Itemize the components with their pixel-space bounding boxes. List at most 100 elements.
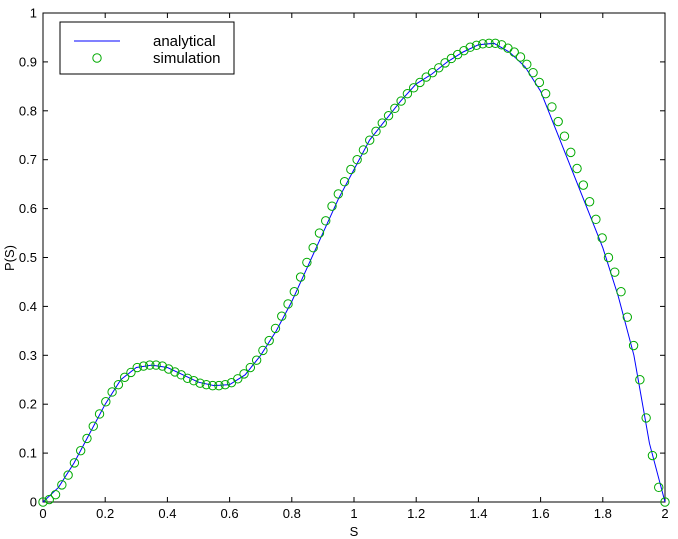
x-tick-label: 1.8	[594, 506, 612, 521]
simulation-point	[170, 367, 180, 377]
simulation-point	[408, 83, 419, 93]
simulation-point	[553, 116, 563, 127]
simulation-point	[396, 96, 406, 106]
simulation-point	[63, 470, 73, 480]
y-tick-label: 0.2	[19, 397, 37, 412]
simulation-point	[321, 216, 331, 226]
simulation-point	[534, 77, 545, 88]
simulation-point	[44, 494, 54, 505]
simulation-point	[308, 243, 318, 253]
simulation-point	[660, 497, 670, 507]
simulation-point	[189, 376, 199, 386]
simulation-point	[264, 335, 274, 346]
x-axis-label: S	[350, 524, 359, 539]
simulation-point	[528, 67, 538, 78]
x-tick-label: 1.2	[407, 506, 425, 521]
simulation-point	[365, 135, 375, 145]
simulation-point	[635, 375, 645, 385]
simulation-point	[547, 102, 557, 112]
simulation-point	[402, 88, 413, 99]
simulation-point	[220, 379, 230, 390]
simulation-point	[94, 409, 105, 419]
simulation-point	[126, 367, 136, 378]
simulation-point	[157, 361, 168, 371]
simulation-point	[245, 362, 256, 373]
simulation-point	[119, 372, 130, 383]
simulation-point	[107, 387, 117, 397]
y-tick-label: 0.1	[19, 446, 37, 461]
x-tick-label: 1.6	[532, 506, 550, 521]
simulation-point	[214, 380, 224, 391]
y-tick-label: 0.3	[19, 348, 37, 363]
simulation-point	[283, 299, 293, 309]
simulation-point	[151, 360, 161, 370]
simulation-point	[145, 360, 155, 370]
simulation-point	[610, 267, 620, 277]
simulation-point	[559, 131, 570, 141]
legend-analytical-label: analytical	[153, 33, 216, 50]
x-tick-label: 2	[661, 506, 668, 521]
simulation-point	[182, 373, 193, 383]
simulation-point	[82, 433, 92, 444]
simulation-point	[641, 413, 651, 423]
simulation-point	[163, 364, 174, 374]
y-tick-label: 0	[30, 495, 37, 510]
simulation-point	[101, 397, 111, 407]
simulation-point	[302, 257, 312, 268]
simulation-point	[647, 450, 658, 461]
simulation-point	[201, 379, 212, 390]
simulation-point	[522, 59, 532, 70]
simulation-point	[515, 52, 526, 62]
simulation-point	[383, 110, 394, 121]
legend-simulation-label: simulation	[153, 50, 221, 67]
x-tick-label: 0.2	[96, 506, 114, 521]
simulation-point	[75, 445, 86, 456]
simulation-point	[440, 58, 450, 68]
simulation-point	[478, 39, 488, 49]
y-axis-label: P(S)	[2, 245, 17, 271]
simulation-point	[471, 40, 482, 50]
simulation-point	[597, 233, 607, 243]
simulation-point	[132, 362, 142, 373]
x-tick-label: 0.8	[283, 506, 301, 521]
simulation-point	[377, 118, 387, 128]
simulation-point	[628, 340, 639, 351]
simulation-point	[195, 378, 205, 388]
simulation-point	[490, 38, 501, 49]
x-tick-label: 0.6	[221, 506, 239, 521]
series-layer	[38, 38, 670, 507]
x-tick-label: 0	[39, 506, 46, 521]
simulation-point	[314, 228, 325, 238]
legend: analytical simulation	[59, 21, 235, 75]
simulation-point	[434, 63, 444, 73]
simulation-point	[352, 155, 362, 165]
y-tick-label: 0.7	[19, 152, 37, 167]
simulation-point	[616, 287, 626, 297]
simulation-point	[339, 177, 350, 187]
x-tick-label: 1.4	[469, 506, 487, 521]
simulation-point	[258, 345, 268, 356]
simulation-point	[540, 88, 551, 99]
simulation-point	[333, 189, 343, 199]
y-tick-label: 1	[30, 6, 37, 21]
simulation-point	[603, 252, 614, 263]
simulation-point	[239, 369, 249, 379]
simulation-point	[207, 380, 218, 391]
legend-box	[59, 21, 235, 75]
simulation-point	[57, 480, 67, 490]
y-tick-label: 0.4	[19, 299, 37, 314]
x-tick-label: 1	[350, 506, 357, 521]
simulation-point	[251, 355, 262, 365]
simulation-point	[38, 497, 48, 507]
simulation-point	[390, 103, 400, 114]
x-tick-label: 0.4	[158, 506, 176, 521]
simulation-point	[566, 147, 576, 158]
simulation-point	[88, 421, 98, 431]
simulation-point	[277, 311, 287, 321]
simulation-point	[233, 374, 243, 384]
simulation-point	[427, 67, 438, 78]
simulation-point	[327, 201, 337, 211]
y-tick-label: 0.6	[19, 201, 37, 216]
simulation-point	[484, 38, 494, 49]
legend-simulation-marker	[92, 53, 102, 63]
